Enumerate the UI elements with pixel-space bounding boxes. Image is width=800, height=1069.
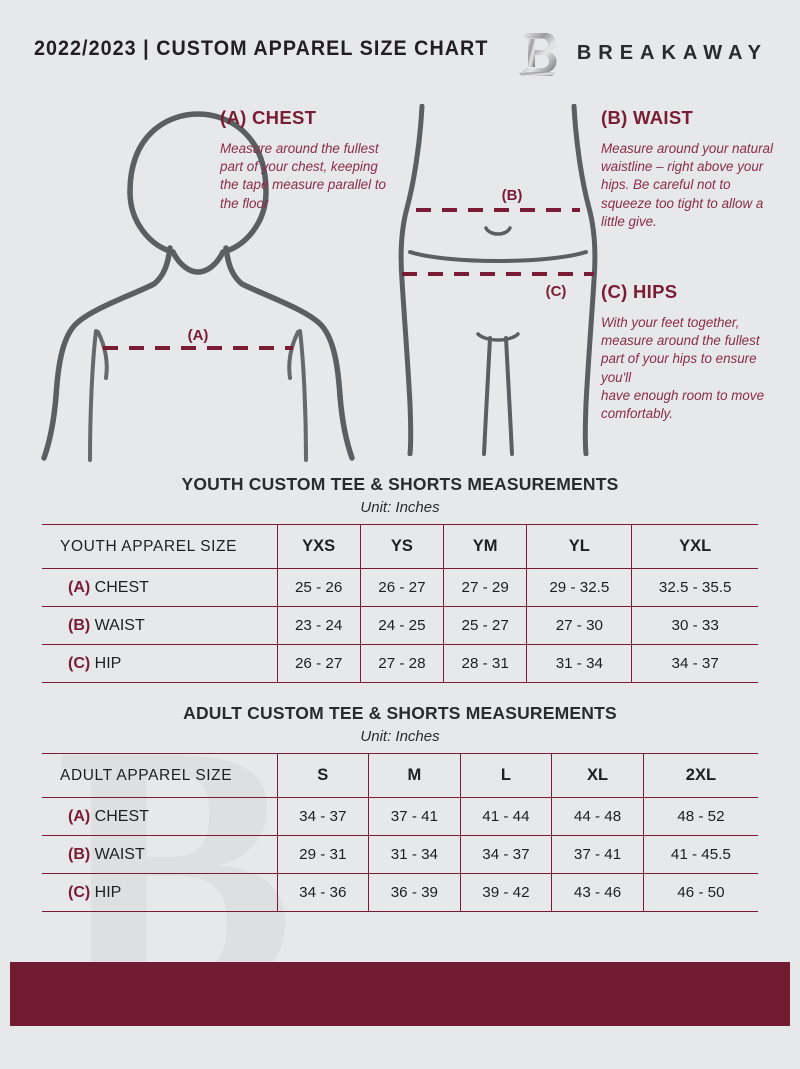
adult-measure-value: 34 - 36 [277, 873, 370, 912]
youth-size-table: YOUTH APPAREL SIZE YXS YS YM YL YXL (A) CHEST 2… [42, 524, 758, 683]
youth-header-row: YOUTH APPAREL SIZE YXS YS YM YL YXL [42, 524, 758, 569]
chest-marker-label: (A) [188, 327, 209, 344]
youth-measure-value: 23 - 24 [277, 606, 361, 645]
table-row: (C) HIP 34 - 36 36 - 39 39 - 42 43 - 46 46 - … [42, 873, 758, 912]
adult-measure-value: 34 - 37 [277, 797, 370, 836]
youth-measure-value: 26 - 27 [360, 568, 445, 607]
measure-tag: (C) [68, 654, 95, 672]
youth-measure-value: 28 - 31 [443, 644, 528, 683]
adult-measure-value: 44 - 48 [551, 797, 644, 836]
youth-measure-label: (B) WAIST [42, 606, 278, 645]
adult-section-title: ADULT CUSTOM TEE & SHORTS MEASUREMENTS [183, 703, 617, 723]
youth-measure-value: 34 - 37 [631, 644, 758, 683]
youth-apparel-size-label: YOUTH APPAREL SIZE [42, 524, 278, 569]
youth-section-unit: Unit: Inches [360, 499, 440, 516]
adult-header-row: ADULT APPAREL SIZE S M L XL 2XL [42, 753, 758, 798]
callout-hips-title: (C) HIPS [601, 281, 678, 302]
measure-tag: (A) [68, 578, 95, 596]
adult-measure-value: 41 - 45.5 [643, 835, 758, 874]
table-row: (A) CHEST 34 - 37 37 - 41 41 - 44 44 - 48 48 … [42, 797, 758, 836]
youth-size-header: YS [360, 524, 445, 569]
adult-measure-value: 29 - 31 [277, 835, 370, 874]
table-row: (A) CHEST 25 - 26 26 - 27 27 - 29 29 - 32.5 3… [42, 568, 758, 607]
adult-size-header: XL [551, 753, 644, 798]
measure-tag: (C) [68, 883, 95, 901]
adult-measure-value: 48 - 52 [643, 797, 758, 836]
adult-section-unit: Unit: Inches [360, 728, 440, 745]
youth-size-header: YXL [631, 524, 758, 569]
hip-marker-label: (C) [546, 283, 567, 300]
adult-measure-value: 43 - 46 [551, 873, 644, 912]
youth-size-header: YXS [277, 524, 361, 569]
adult-size-header: S [277, 753, 370, 798]
breakaway-b-logo-icon [516, 33, 557, 76]
page-header: 2022/2023 | CUSTOM APPAREL SIZE CHART BR… [0, 33, 800, 80]
youth-measure-value: 30 - 33 [631, 606, 758, 645]
adult-measure-value: 46 - 50 [643, 873, 758, 912]
youth-measure-value: 32.5 - 35.5 [631, 568, 758, 607]
table-row: (C) HIP 26 - 27 27 - 28 28 - 31 31 - 34 34 - … [42, 644, 758, 683]
measure-tag: (B) [68, 845, 95, 863]
youth-measure-value: 26 - 27 [277, 644, 361, 683]
callout-waist-text: Measure around your natural waistline – … [601, 141, 773, 229]
youth-measure-value: 27 - 28 [360, 644, 445, 683]
adult-measure-value: 39 - 42 [460, 873, 553, 912]
callout-waist: (B) WAIST Measure around your natural wa… [601, 107, 773, 231]
brand-lockup: BREAKAWAY [515, 30, 768, 76]
adult-measure-label: (B) WAIST [42, 835, 278, 874]
youth-measure-value: 24 - 25 [360, 606, 445, 645]
table-row: (B) WAIST 29 - 31 31 - 34 34 - 37 37 - 41 41 … [42, 835, 758, 874]
adult-measure-label: (C) HIP [42, 873, 278, 912]
youth-measure-value: 31 - 34 [526, 644, 633, 683]
youth-measure-label: (A) CHEST [42, 568, 278, 607]
youth-measure-value: 27 - 29 [443, 568, 528, 607]
youth-section-title: YOUTH CUSTOM TEE & SHORTS MEASUREMENTS [181, 474, 619, 494]
youth-measure-value: 25 - 27 [443, 606, 528, 645]
footer-bar [10, 962, 790, 1026]
callout-waist-title: (B) WAIST [601, 107, 694, 128]
adult-size-table: ADULT APPAREL SIZE S M L XL 2XL (A) CHEST 34 - … [42, 753, 758, 912]
adult-measure-value: 37 - 41 [551, 835, 644, 874]
waist-marker-label: (B) [502, 187, 523, 204]
adult-size-header: 2XL [643, 753, 758, 798]
callout-chest: (A) CHEST Measure around the fullest par… [220, 107, 395, 213]
callout-hips: (C) HIPS With your feet together, measur… [601, 281, 777, 423]
youth-size-header: YM [443, 524, 528, 569]
adult-measure-value: 34 - 37 [460, 835, 553, 874]
lower-body-diagram: (B) (C) [398, 104, 598, 456]
youth-measure-label: (C) HIP [42, 644, 278, 683]
callout-hips-text: With your feet together, measure around … [601, 315, 765, 422]
measure-tag: (A) [68, 807, 95, 825]
adult-measure-value: 37 - 41 [368, 797, 461, 836]
table-row: (B) WAIST 23 - 24 24 - 25 25 - 27 27 - 30 30 … [42, 606, 758, 645]
adult-measure-value: 36 - 39 [368, 873, 461, 912]
page-title: 2022/2023 | CUSTOM APPAREL SIZE CHART [34, 37, 489, 60]
youth-measure-value: 25 - 26 [277, 568, 361, 607]
callout-chest-title: (A) CHEST [220, 107, 317, 128]
callout-chest-text: Measure around the fullest part of your … [220, 141, 386, 211]
upper-body-diagram: (A) [41, 111, 355, 462]
adult-measure-value: 31 - 34 [368, 835, 461, 874]
adult-size-header: L [460, 753, 553, 798]
adult-measure-value: 41 - 44 [460, 797, 553, 836]
adult-apparel-size-label: ADULT APPAREL SIZE [42, 753, 278, 798]
youth-size-header: YL [526, 524, 633, 569]
youth-measure-value: 27 - 30 [526, 606, 633, 645]
adult-measure-label: (A) CHEST [42, 797, 278, 836]
adult-section: ADULT CUSTOM TEE & SHORTS MEASUREMENTS U… [42, 703, 758, 912]
youth-measure-value: 29 - 32.5 [526, 568, 633, 607]
adult-size-header: M [368, 753, 461, 798]
youth-section: YOUTH CUSTOM TEE & SHORTS MEASUREMENTS U… [42, 474, 758, 683]
measurement-diagrams: (A) (B) (C) [0, 96, 800, 466]
brand-name: BREAKAWAY [576, 41, 768, 64]
measure-tag: (B) [68, 616, 95, 634]
